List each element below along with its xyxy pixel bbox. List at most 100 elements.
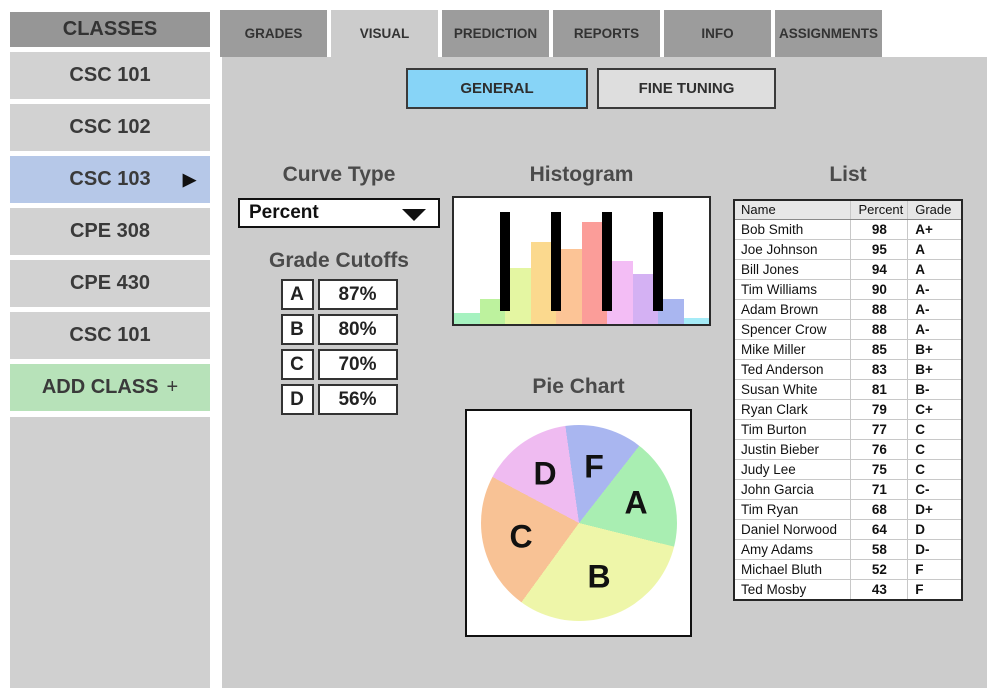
tab-info[interactable]: INFO — [664, 10, 771, 57]
tab-visual[interactable]: VISUAL — [331, 10, 438, 61]
student-row[interactable]: John Garcia 71 C- — [735, 479, 961, 499]
student-percent: 83 — [851, 360, 909, 379]
sidebar-item-label: CSC 103 — [69, 168, 151, 190]
student-row[interactable]: Ted Anderson 83 B+ — [735, 359, 961, 379]
tab-grades[interactable]: GRADES — [220, 10, 327, 57]
histogram-bar — [454, 313, 480, 324]
student-grade-table: Name Percent Grade Bob Smith 98 A+ Joe John… — [733, 199, 963, 601]
student-percent: 52 — [851, 560, 909, 579]
student-grade: D+ — [915, 502, 933, 517]
student-grade: C — [915, 442, 925, 457]
student-row[interactable]: Adam Brown 88 A- — [735, 299, 961, 319]
grade-cutoffs-label: Grade Cutoffs — [268, 249, 409, 272]
student-percent: 43 — [851, 580, 909, 599]
add-class-button[interactable]: ADD CLASS + — [10, 364, 210, 411]
subtab-general[interactable]: GENERAL — [406, 68, 588, 109]
cutoff-value-field[interactable]: 70% — [317, 349, 398, 380]
student-grade: B- — [915, 382, 930, 397]
histogram-cutoff-line[interactable] — [653, 212, 663, 311]
tab-prediction[interactable]: PREDICTION — [442, 10, 549, 57]
student-name: Spencer Crow — [735, 320, 852, 339]
sidebar-item-label: CSC 101 — [69, 324, 151, 346]
student-name: Judy Lee — [735, 460, 852, 479]
student-row[interactable]: Bill Jones 94 A — [735, 259, 961, 279]
student-grade: A+ — [915, 222, 933, 237]
student-row[interactable]: Amy Adams 58 D- — [735, 539, 961, 559]
sidebar-item-csc-101[interactable]: CSC 101 — [10, 52, 210, 99]
sidebar-item-cpe-430[interactable]: CPE 430 — [10, 260, 210, 307]
student-percent: 77 — [851, 420, 909, 439]
student-percent: 95 — [851, 240, 909, 259]
student-name: Tim Burton — [735, 420, 852, 439]
histogram-bar — [683, 318, 709, 324]
student-row[interactable]: Bob Smith 98 A+ — [735, 220, 961, 239]
student-row[interactable]: Michael Bluth 52 F — [735, 559, 961, 579]
cutoff-row-d: D 56% — [238, 384, 440, 415]
student-row[interactable]: Susan White 81 B- — [735, 379, 961, 399]
student-row[interactable]: Tim Williams 90 A- — [735, 279, 961, 299]
student-name: Daniel Norwood — [735, 520, 852, 539]
student-row[interactable]: Spencer Crow 88 A- — [735, 319, 961, 339]
subtab-fine-tuning[interactable]: FINE TUNING — [597, 68, 776, 109]
sidebar-item-csc-103[interactable]: CSC 103 ▶ — [10, 156, 210, 203]
student-grade: C — [915, 462, 925, 477]
student-percent: 75 — [851, 460, 909, 479]
student-name: Joe Johnson — [735, 240, 852, 259]
tab-assignments[interactable]: ASSIGNMENTS — [775, 10, 882, 57]
sidebar-item-cpe-308[interactable]: CPE 308 — [10, 208, 210, 255]
curve-type-label: Curve Type — [282, 163, 396, 186]
column-header-grade: Grade — [915, 202, 952, 217]
sidebar-item-label: CSC 102 — [69, 116, 151, 138]
pie-slice-label-a: A — [624, 484, 648, 521]
cutoff-value-field[interactable]: 87% — [317, 279, 398, 310]
student-name: Michael Bluth — [735, 560, 852, 579]
student-name: Tim Ryan — [735, 500, 852, 519]
student-percent: 88 — [851, 320, 909, 339]
student-row[interactable]: Mike Miller 85 B+ — [735, 339, 961, 359]
add-class-label: ADD CLASS — [41, 376, 159, 398]
student-grade: C — [915, 422, 925, 437]
histogram-cutoff-line[interactable] — [551, 212, 561, 311]
student-percent: 88 — [851, 300, 909, 319]
student-percent: 71 — [851, 480, 909, 499]
sidebar-item-csc-101[interactable]: CSC 101 — [10, 312, 210, 359]
selected-class-arrow-icon: ▶ — [182, 170, 196, 189]
histogram-chart — [452, 196, 711, 326]
curve-type-dropdown[interactable]: Percent — [238, 198, 440, 228]
sidebar-empty-panel — [10, 417, 210, 688]
student-name: Ryan Clark — [735, 400, 852, 419]
classes-sidebar: CLASSES CSC 101 CSC 102 CSC 103 ▶ CPE 308 CPE… — [10, 12, 210, 688]
student-name: Ted Mosby — [735, 580, 852, 599]
student-row[interactable]: Tim Ryan 68 D+ — [735, 499, 961, 519]
table-body: Bob Smith 98 A+ Joe Johnson 95 A Bill Jones 94 A… — [735, 220, 961, 599]
histogram-cutoff-line[interactable] — [500, 212, 510, 311]
student-grade: C- — [915, 482, 930, 497]
student-name: Justin Bieber — [735, 440, 852, 459]
cutoff-value-field[interactable]: 56% — [317, 384, 398, 415]
tab-reports[interactable]: REPORTS — [553, 10, 660, 57]
student-name: Bill Jones — [735, 260, 852, 279]
student-grade: A — [915, 262, 925, 277]
curve-type-value: Percent — [249, 202, 319, 223]
student-row[interactable]: Joe Johnson 95 A — [735, 239, 961, 259]
cutoff-value-field[interactable]: 80% — [317, 314, 398, 345]
sidebar-item-csc-102[interactable]: CSC 102 — [10, 104, 210, 151]
student-row[interactable]: Justin Bieber 76 C — [735, 439, 961, 459]
student-grade: F — [915, 582, 924, 597]
pie-slice-label-f: F — [584, 448, 604, 485]
main-tab-bar: GRADES VISUAL PREDICTION REPORTS INFO ASSIGNM… — [220, 10, 882, 61]
student-row[interactable]: Ryan Clark 79 C+ — [735, 399, 961, 419]
student-row[interactable]: Ted Mosby 43 F — [735, 579, 961, 599]
student-percent: 81 — [851, 380, 909, 399]
student-row[interactable]: Judy Lee 75 C — [735, 459, 961, 479]
histogram-cutoff-line[interactable] — [602, 212, 612, 311]
student-percent: 98 — [851, 220, 909, 239]
student-grade: A — [915, 242, 925, 257]
student-name: John Garcia — [735, 480, 852, 499]
student-grade: C+ — [915, 402, 933, 417]
student-row[interactable]: Tim Burton 77 C — [735, 419, 961, 439]
student-row[interactable]: Daniel Norwood 64 D — [735, 519, 961, 539]
student-name: Amy Adams — [735, 540, 852, 559]
plus-icon: + — [166, 376, 179, 398]
